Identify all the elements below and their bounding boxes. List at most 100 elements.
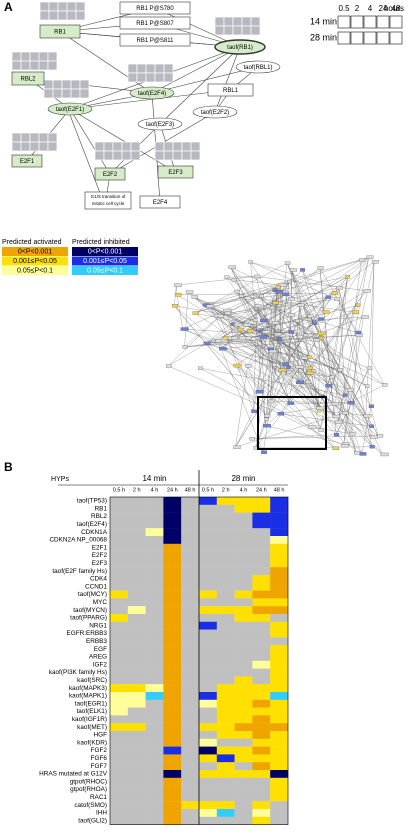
network-node: [307, 356, 312, 359]
heat-cell: [235, 739, 253, 747]
network-node: [314, 339, 320, 342]
heat-cell: [270, 505, 288, 513]
heat-cell: [252, 778, 270, 786]
network-node: [318, 266, 324, 269]
heat-cell: [270, 614, 288, 622]
heat-cell: [270, 723, 288, 731]
heat-cell: [252, 567, 270, 575]
heat-cell: [199, 793, 217, 801]
heat-cell: [252, 708, 270, 716]
mini-grid-cell: [67, 11, 76, 20]
network-node: [370, 425, 374, 428]
mini-grid-cell: [191, 151, 200, 160]
heat-cell: [235, 770, 253, 778]
network-node: [308, 315, 314, 318]
heat-cell: [181, 645, 199, 653]
heat-cell: [181, 817, 199, 825]
heat-cell: [270, 583, 288, 591]
network-node: [233, 446, 240, 449]
heat-cell: [146, 715, 164, 723]
heat-cell: [128, 778, 146, 786]
column-label: 48 h: [274, 487, 285, 493]
network-node: [277, 338, 281, 341]
network-node: [175, 293, 181, 296]
network-node: [290, 268, 297, 271]
heat-cell: [199, 567, 217, 575]
heat-cell: [163, 801, 181, 809]
heat-cell: [163, 723, 181, 731]
heat-cell: [146, 567, 164, 575]
heat-cell: [110, 606, 128, 614]
heat-cell: [252, 747, 270, 755]
heat-cell: [252, 754, 270, 762]
mini-grid-cell: [58, 11, 67, 20]
heat-cell: [270, 645, 288, 653]
heat-cell: [235, 747, 253, 755]
mini-grid-cell: [44, 80, 53, 89]
heat-cell: [146, 817, 164, 825]
mini-grid-cell: [224, 17, 233, 26]
mini-grid-cell: [191, 142, 200, 151]
network-node: [367, 367, 372, 370]
heat-cell: [217, 606, 235, 614]
network-node: [266, 305, 270, 308]
network-node: [225, 312, 231, 315]
heat-cell: [252, 630, 270, 638]
heat-cell: [252, 606, 270, 614]
mini-grid-cell: [173, 151, 182, 160]
heat-cell: [270, 606, 288, 614]
heat-cell: [199, 770, 217, 778]
network-node: [192, 296, 198, 299]
heat-cell: [270, 520, 288, 528]
heat-cell: [199, 661, 217, 669]
network-node: [263, 424, 270, 427]
row-label: E2F1: [92, 544, 108, 551]
heat-cell: [163, 544, 181, 552]
heat-cell: [199, 786, 217, 794]
row-label: AREG: [89, 654, 107, 661]
network-node: [287, 280, 291, 283]
node-label: taof(E2F4): [138, 91, 166, 97]
heat-cell: [128, 801, 146, 809]
network-node: [273, 301, 279, 304]
heat-cell: [128, 528, 146, 536]
heat-cell: [146, 528, 164, 536]
node-label: taof(RB1): [227, 45, 253, 51]
network-node: [333, 447, 339, 450]
heat-cell: [110, 528, 128, 536]
heat-cell: [217, 762, 235, 770]
row-label: CCND1: [85, 583, 107, 590]
heat-cell: [217, 559, 235, 567]
node-label: G1/S transition of: [91, 194, 127, 199]
heat-cell: [163, 747, 181, 755]
network-node: [342, 411, 348, 414]
heat-cell: [217, 793, 235, 801]
mini-grid-cell: [58, 2, 67, 11]
mini-grid-cell: [30, 61, 39, 70]
heat-cell: [235, 505, 253, 513]
network-node: [330, 376, 335, 379]
network-node: [312, 322, 317, 325]
heat-cell: [235, 715, 253, 723]
heat-cell: [270, 544, 288, 552]
heat-cell: [110, 505, 128, 513]
heat-cell: [235, 567, 253, 575]
row-label: taof(MYCN): [73, 607, 107, 614]
network-edge: [358, 335, 385, 385]
heat-cell: [163, 528, 181, 536]
heat-cell: [235, 723, 253, 731]
heat-cell: [110, 559, 128, 567]
heat-cell: [146, 762, 164, 770]
network-node: [295, 319, 299, 322]
heat-cell: [199, 676, 217, 684]
heat-cell: [146, 552, 164, 560]
heat-cell: [146, 583, 164, 591]
network-node: [249, 261, 253, 264]
heat-cell: [217, 513, 235, 521]
heat-cell: [163, 567, 181, 575]
column-label: 0.5 h: [202, 487, 214, 493]
panel-label: A: [4, 0, 13, 14]
mini-grid-cell: [113, 151, 122, 160]
network-node: [186, 291, 193, 294]
mini-grid-cell: [131, 142, 140, 151]
